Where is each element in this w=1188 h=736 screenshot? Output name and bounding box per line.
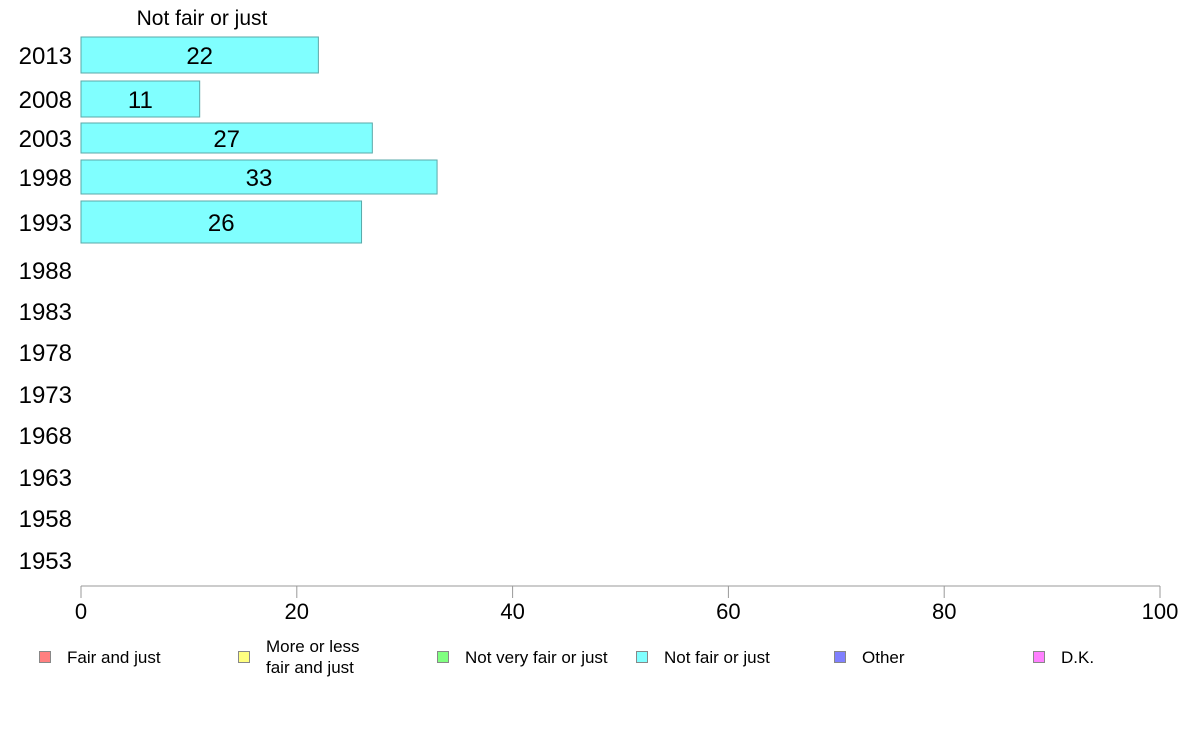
y-tick-label: 2003 xyxy=(19,126,72,153)
bar xyxy=(80,80,201,118)
bar xyxy=(80,159,438,195)
x-tick-label: 100 xyxy=(1142,599,1179,624)
x-tick-label: 60 xyxy=(716,599,740,624)
x-tick-label: 40 xyxy=(500,599,524,624)
legend-item: Other xyxy=(834,636,905,678)
y-tick-label: 1963 xyxy=(19,465,72,492)
legend-item: Not very fair or just xyxy=(437,636,608,678)
y-tick-label: 1993 xyxy=(19,210,72,237)
bar-value-label: 27 xyxy=(213,126,240,153)
bar-value-label: 33 xyxy=(246,165,273,192)
legend-label: Other xyxy=(862,647,905,667)
x-tick-label: 80 xyxy=(932,599,956,624)
x-tick-label: 0 xyxy=(75,599,87,624)
legend-swatch xyxy=(238,651,250,663)
legend-label: Fair and just xyxy=(67,647,161,667)
legend-swatch xyxy=(437,651,449,663)
bar-value-label: 11 xyxy=(128,87,153,114)
chart-title: Not fair or just xyxy=(137,7,268,30)
y-tick-label: 2013 xyxy=(19,43,72,70)
legend-label: Not fair or just xyxy=(664,647,770,667)
legend-swatch xyxy=(636,651,648,663)
legend-label: Not very fair or just xyxy=(465,647,608,667)
bar xyxy=(80,36,319,74)
y-tick-label: 1953 xyxy=(19,548,72,575)
legend-item: D.K. xyxy=(1033,636,1094,678)
y-tick-label: 1968 xyxy=(19,423,72,450)
legend-item: More or less fair and just xyxy=(238,636,360,678)
y-tick-label: 1988 xyxy=(19,258,72,285)
legend-swatch xyxy=(834,651,846,663)
y-tick-label: 1998 xyxy=(19,165,72,192)
x-tick-label: 20 xyxy=(285,599,309,624)
y-tick-label: 1983 xyxy=(19,299,72,326)
bar-value-label: 22 xyxy=(186,43,213,70)
bar-value-label: 26 xyxy=(208,210,235,237)
bar xyxy=(80,200,363,244)
legend-item: Not fair or just xyxy=(636,636,770,678)
y-tick-label: 1958 xyxy=(19,506,72,533)
y-tick-label: 1973 xyxy=(19,382,72,409)
y-tick-label: 2008 xyxy=(19,87,72,114)
legend-swatch xyxy=(1033,651,1045,663)
legend-label: More or less fair and just xyxy=(266,637,360,677)
legend: Fair and just More or less fair and just N… xyxy=(0,636,1188,686)
y-tick-label: 1978 xyxy=(19,340,72,367)
bar xyxy=(80,122,373,154)
legend-swatch xyxy=(39,651,51,663)
legend-item: Fair and just xyxy=(39,636,161,678)
legend-label: D.K. xyxy=(1061,647,1095,667)
